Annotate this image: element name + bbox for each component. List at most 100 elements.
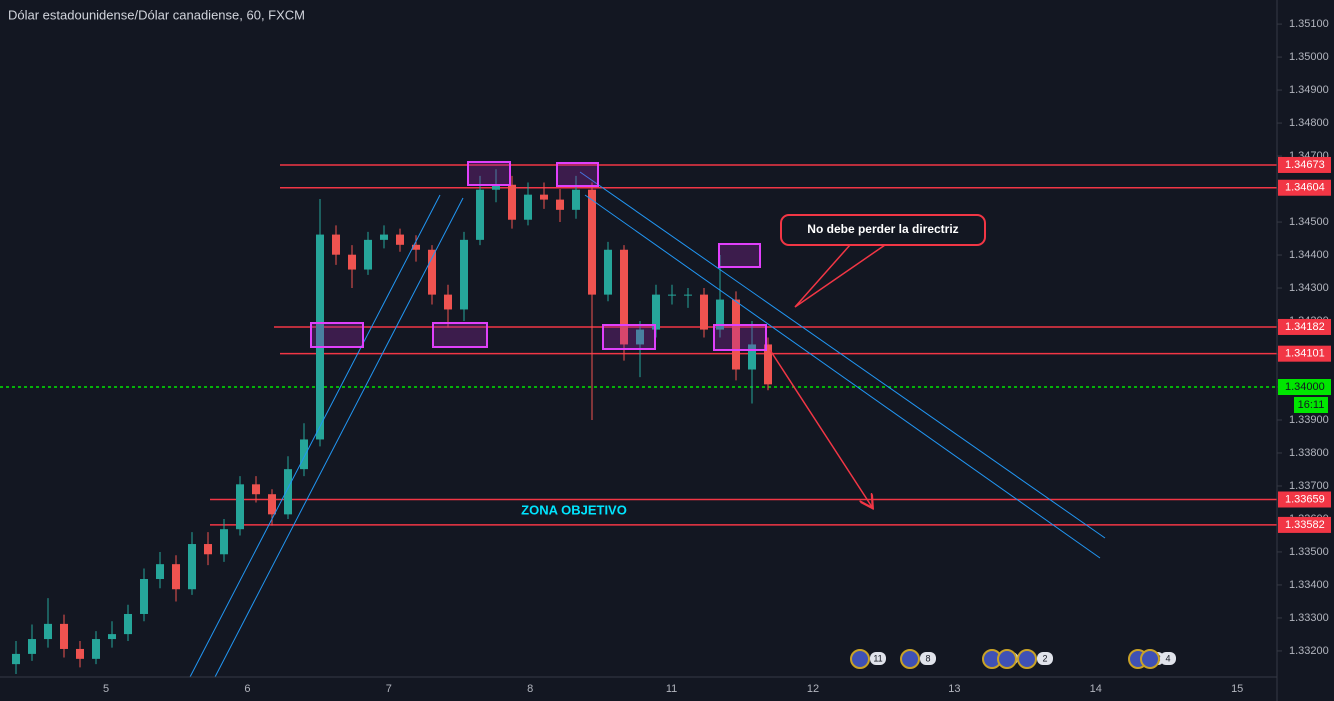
current-price-label: 1.34000 — [1285, 381, 1325, 393]
candle-body — [492, 184, 500, 190]
callout-text: No debe perder la directriz — [807, 222, 958, 236]
chart-title: Dólar estadounidense/Dólar canadiense, 6… — [8, 7, 305, 22]
y-tick-label: 1.35000 — [1289, 51, 1329, 63]
candle-body — [172, 564, 180, 590]
candle-body — [460, 239, 468, 310]
candle-body — [540, 194, 548, 200]
candle-body — [700, 294, 708, 330]
y-tick-label: 1.35100 — [1289, 18, 1329, 30]
candle-body — [524, 194, 532, 220]
y-tick-label: 1.33500 — [1289, 546, 1329, 558]
trend-lines — [189, 171, 1106, 678]
candle-body — [28, 639, 36, 654]
x-tick-label: 13 — [948, 683, 960, 695]
candle-body — [716, 299, 724, 330]
event-count-bg — [1160, 652, 1176, 665]
candle-body — [556, 199, 564, 210]
candle-body — [284, 469, 292, 515]
candle-body — [92, 639, 100, 659]
candle-body — [412, 244, 420, 250]
event-icon — [850, 649, 870, 669]
y-tick-label: 1.33900 — [1289, 414, 1329, 426]
y-tick-label: 1.33200 — [1289, 645, 1329, 657]
event-icon — [1017, 649, 1037, 669]
event-icon — [900, 649, 920, 669]
level-label-bg — [1278, 156, 1331, 173]
candle-body — [220, 529, 228, 555]
event-icon — [997, 649, 1017, 669]
candle-body — [588, 189, 596, 295]
candle-body — [204, 544, 212, 555]
candle-body — [668, 294, 676, 296]
candle-body — [764, 344, 772, 385]
candle-body — [236, 484, 244, 530]
x-tick-label: 8 — [527, 683, 533, 695]
event-count: 2 — [1042, 653, 1047, 663]
event-count: 8 — [925, 653, 930, 663]
x-tick-label: 14 — [1090, 683, 1102, 695]
candle-body — [188, 544, 196, 590]
level-label: 1.34604 — [1285, 182, 1325, 194]
candle-body — [732, 299, 740, 370]
current-price-bg — [1278, 378, 1331, 395]
candle-body — [476, 189, 484, 240]
candle-body — [636, 329, 644, 345]
event-count-bg — [1037, 652, 1053, 665]
boxes — [310, 161, 767, 351]
candle-body — [332, 234, 340, 255]
trend-line — [189, 194, 441, 678]
event-icon — [1140, 649, 1160, 669]
candle-body — [108, 634, 116, 640]
level-label: 1.33582 — [1285, 519, 1325, 531]
countdown: 16:11 — [1298, 399, 1325, 411]
candle-body — [572, 189, 580, 210]
level-label: 1.34673 — [1285, 159, 1325, 171]
candle-body — [268, 494, 276, 515]
trend-line — [579, 171, 1106, 539]
candle-body — [252, 484, 260, 495]
y-tick-label: 1.33400 — [1289, 579, 1329, 591]
candle-body — [428, 249, 436, 295]
candle-body — [380, 234, 388, 240]
plot-area — [0, 164, 1277, 675]
zone-box — [718, 243, 761, 268]
y-tick-label: 1.34500 — [1289, 216, 1329, 228]
candle-body — [652, 294, 660, 330]
y-tick-label: 1.33800 — [1289, 447, 1329, 459]
level-label: 1.33659 — [1285, 493, 1325, 505]
countdown-bg — [1294, 396, 1328, 413]
level-label-bg — [1278, 179, 1331, 196]
candle-body — [44, 623, 52, 640]
candle-body — [140, 579, 148, 614]
level-label: 1.34182 — [1285, 321, 1325, 333]
candle-body — [316, 234, 324, 440]
zone-box — [556, 162, 599, 187]
candle-body — [748, 344, 756, 370]
candle-body — [12, 653, 20, 665]
candle-body — [620, 249, 628, 345]
y-tick-label: 1.34300 — [1289, 282, 1329, 294]
level-label-bg — [1278, 318, 1331, 335]
level-label-bg — [1278, 345, 1331, 362]
candle-body — [348, 254, 356, 270]
axes: 1.332001.333001.334001.335001.336001.337… — [103, 18, 1331, 695]
candle-body — [300, 439, 308, 470]
candle-body — [396, 234, 404, 245]
zone-box — [602, 324, 656, 350]
x-tick-label: 11 — [666, 683, 677, 695]
x-tick-label: 12 — [807, 683, 819, 695]
candle-body — [76, 648, 84, 659]
candle-body — [156, 564, 164, 580]
candle-body — [364, 239, 372, 270]
x-tick-label: 6 — [244, 683, 250, 695]
event-count: 11 — [873, 653, 882, 663]
candle-body — [60, 623, 68, 649]
zone-label: ZONA OBJETIVO — [521, 502, 627, 517]
candle-body — [124, 613, 132, 635]
y-tick-label: 1.34400 — [1289, 249, 1329, 261]
event-count: 4 — [1165, 653, 1170, 663]
zone-box — [467, 161, 511, 186]
candle-body — [508, 184, 516, 220]
